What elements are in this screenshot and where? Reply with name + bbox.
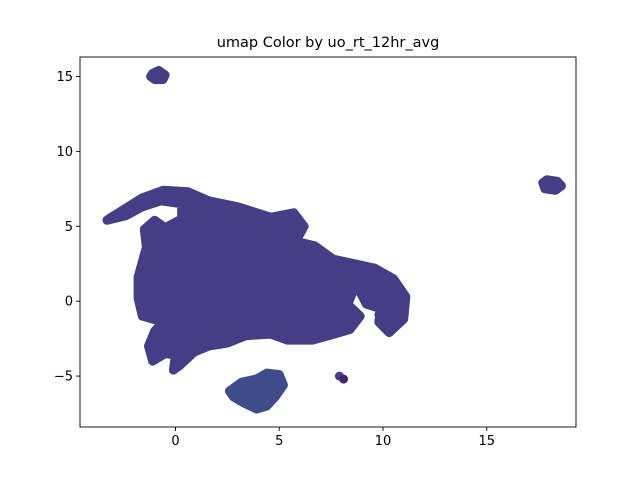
data-point-0: [374, 310, 383, 319]
y-tick-label: −5: [54, 370, 73, 385]
x-tick-label: 0: [171, 434, 179, 449]
x-tick-label: 10: [375, 434, 392, 449]
x-tick-label: 15: [478, 434, 495, 449]
x-tick-label: 5: [275, 434, 283, 449]
y-tick-label: 5: [65, 220, 73, 235]
cluster-top-left: [151, 71, 166, 80]
y-tick-label: 0: [65, 295, 73, 310]
cluster-right: [543, 180, 562, 191]
y-tick-label: 15: [56, 70, 73, 85]
data-point-2: [339, 375, 348, 384]
y-tick-label: 10: [56, 145, 73, 160]
chart-title: umap Color by uo_rt_12hr_avg: [217, 35, 440, 51]
